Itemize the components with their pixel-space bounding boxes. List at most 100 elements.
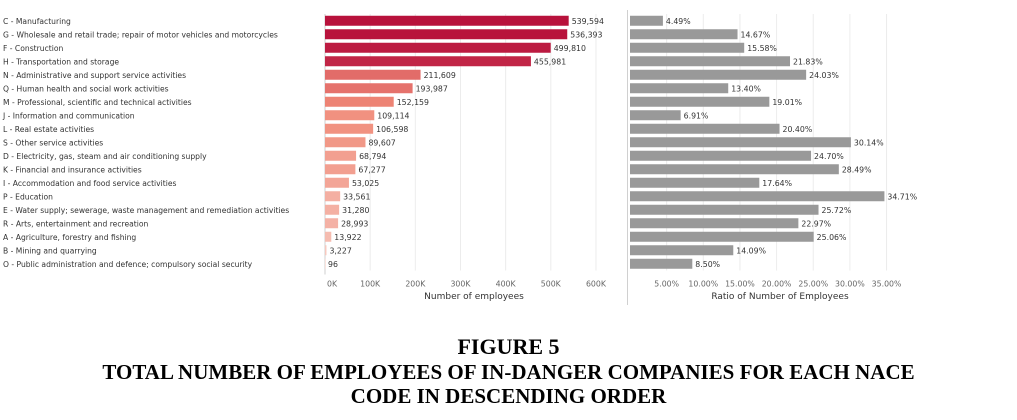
ratio-value-label: 25.72%: [822, 206, 852, 215]
ratio-value-label: 15.58%: [747, 44, 777, 53]
employees-value-label: 211,609: [424, 71, 456, 80]
employees-value-label: 109,114: [377, 111, 409, 120]
nace-employees-chart: C - Manufacturing G - Wholesale and retai…: [2, 10, 917, 305]
employees-bar: [325, 218, 339, 229]
employees-value-label: 13,922: [334, 233, 361, 242]
employees-bar: [325, 42, 551, 53]
employees-value-label: 3,227: [329, 246, 351, 255]
ratio-value-label: 17.64%: [762, 179, 792, 188]
employees-value-label: 33,561: [343, 192, 370, 201]
figure-title-line-2: CODE IN DESCENDING ORDER: [350, 384, 667, 408]
employees-bar: [325, 83, 413, 94]
figure-number: FIGURE 5: [457, 334, 560, 359]
employees-value-label: 499,810: [554, 44, 586, 53]
ratio-value-label: 21.83%: [793, 57, 823, 66]
ratio-bar: [630, 83, 729, 94]
employees-value-label: 67,277: [358, 165, 385, 174]
employees-bar: [325, 231, 332, 242]
ratio-value-label: 8.50%: [695, 260, 720, 269]
ratio-bar: [630, 191, 885, 202]
employees-tick-label: 100K: [360, 280, 381, 289]
employees-value-label: 31,280: [342, 206, 369, 215]
ratio-tick-label: 15.00%: [725, 280, 755, 289]
employees-axis-title: Number of employees: [424, 292, 524, 302]
employees-value-label: 193,987: [416, 84, 448, 93]
employees-bar: [325, 204, 340, 215]
ratio-tick-label: 10.00%: [688, 280, 718, 289]
ratio-bar: [630, 42, 745, 53]
ratio-value-label: 13.40%: [731, 84, 761, 93]
category-label: L - Real estate activities: [3, 125, 94, 134]
employees-bar: [325, 137, 366, 148]
employees-bar: [325, 164, 356, 175]
ratio-value-label: 25.06%: [817, 233, 847, 242]
employees-value-label: 536,393: [570, 30, 602, 39]
ratio-bar: [630, 177, 760, 188]
employees-tick-label: 400K: [496, 280, 517, 289]
category-label: N - Administrative and support service a…: [3, 71, 186, 80]
ratio-value-label: 20.40%: [783, 125, 813, 134]
category-label: M - Professional, scientific and technic…: [3, 98, 192, 107]
employees-bar: [325, 29, 568, 40]
employees-bar: [325, 177, 349, 188]
category-label: J - Information and communication: [2, 111, 135, 120]
ratio-panel: 4.49% 14.67% 15.58% 21.83% 24.03% 13.40% 19.01…: [630, 14, 917, 289]
ratio-value-label: 14.09%: [736, 246, 766, 255]
category-label: K - Financial and insurance activities: [3, 165, 142, 174]
category-label: D - Electricity, gas, steam and air cond…: [3, 152, 207, 161]
category-label: G - Wholesale and retail trade; repair o…: [3, 30, 278, 39]
ratio-bar: [630, 69, 807, 80]
category-label: I - Accommodation and food service activ…: [3, 179, 177, 188]
employees-value-label: 539,594: [572, 17, 604, 26]
ratio-tick-label: 30.00%: [835, 280, 865, 289]
ratio-bar: [630, 29, 738, 40]
employees-bar: [325, 15, 569, 26]
employees-value-label: 53,025: [352, 179, 379, 188]
figure-caption: FIGURE 5 TOTAL NUMBER OF EMPLOYEES OF IN…: [0, 334, 1017, 408]
employees-tick-label: 600K: [586, 280, 607, 289]
category-labels: C - Manufacturing G - Wholesale and retai…: [2, 17, 289, 269]
ratio-axis-title: Ratio of Number of Employees: [711, 292, 849, 302]
ratio-tick-label: 20.00%: [762, 280, 792, 289]
category-label: S - Other service activities: [3, 138, 103, 147]
employees-bar: [325, 245, 327, 256]
category-label: O - Public administration and defence; c…: [3, 260, 253, 269]
employees-bar: [325, 110, 375, 121]
ratio-bar: [630, 110, 681, 121]
ratio-bar: [630, 15, 663, 26]
ratio-value-label: 34.71%: [887, 192, 917, 201]
category-label: B - Mining and quarrying: [3, 246, 97, 255]
employees-bar: [325, 96, 394, 107]
figure-title-line-1: TOTAL NUMBER OF EMPLOYEES OF IN-DANGER C…: [102, 360, 915, 384]
ratio-bar: [630, 123, 780, 134]
ratio-value-label: 24.03%: [809, 71, 839, 80]
ratio-value-label: 22.97%: [801, 219, 831, 228]
ratio-tick-label: 5.00%: [654, 280, 679, 289]
employees-tick-label: 300K: [450, 280, 471, 289]
employees-value-label: 89,607: [368, 138, 395, 147]
category-label: R - Arts, entertainment and recreation: [3, 219, 149, 228]
ratio-value-label: 4.49%: [666, 17, 691, 26]
category-label: P - Education: [3, 192, 53, 201]
employees-bar: [325, 191, 341, 202]
employees-value-label: 28,993: [341, 219, 368, 228]
ratio-value-label: 28.49%: [842, 165, 872, 174]
employees-tick-label: 200K: [405, 280, 426, 289]
ratio-value-label: 24.70%: [814, 152, 844, 161]
ratio-bar: [630, 204, 819, 215]
ratio-tick-label: 25.00%: [798, 280, 828, 289]
employees-bar: [325, 150, 357, 161]
employees-value-label: 96: [328, 260, 338, 269]
category-label: A - Agriculture, forestry and fishing: [3, 233, 136, 242]
ratio-tick-label: 35.00%: [872, 280, 902, 289]
employees-bar: [325, 123, 374, 134]
employees-bar: [325, 56, 531, 67]
category-label: F - Construction: [3, 44, 63, 53]
employees-value-label: 68,794: [359, 152, 386, 161]
ratio-value-label: 30.14%: [854, 138, 884, 147]
category-label: C - Manufacturing: [3, 17, 71, 26]
employees-tick-label: 0K: [327, 280, 338, 289]
ratio-bar: [630, 164, 839, 175]
ratio-bar: [630, 137, 851, 148]
ratio-bar: [630, 258, 693, 269]
